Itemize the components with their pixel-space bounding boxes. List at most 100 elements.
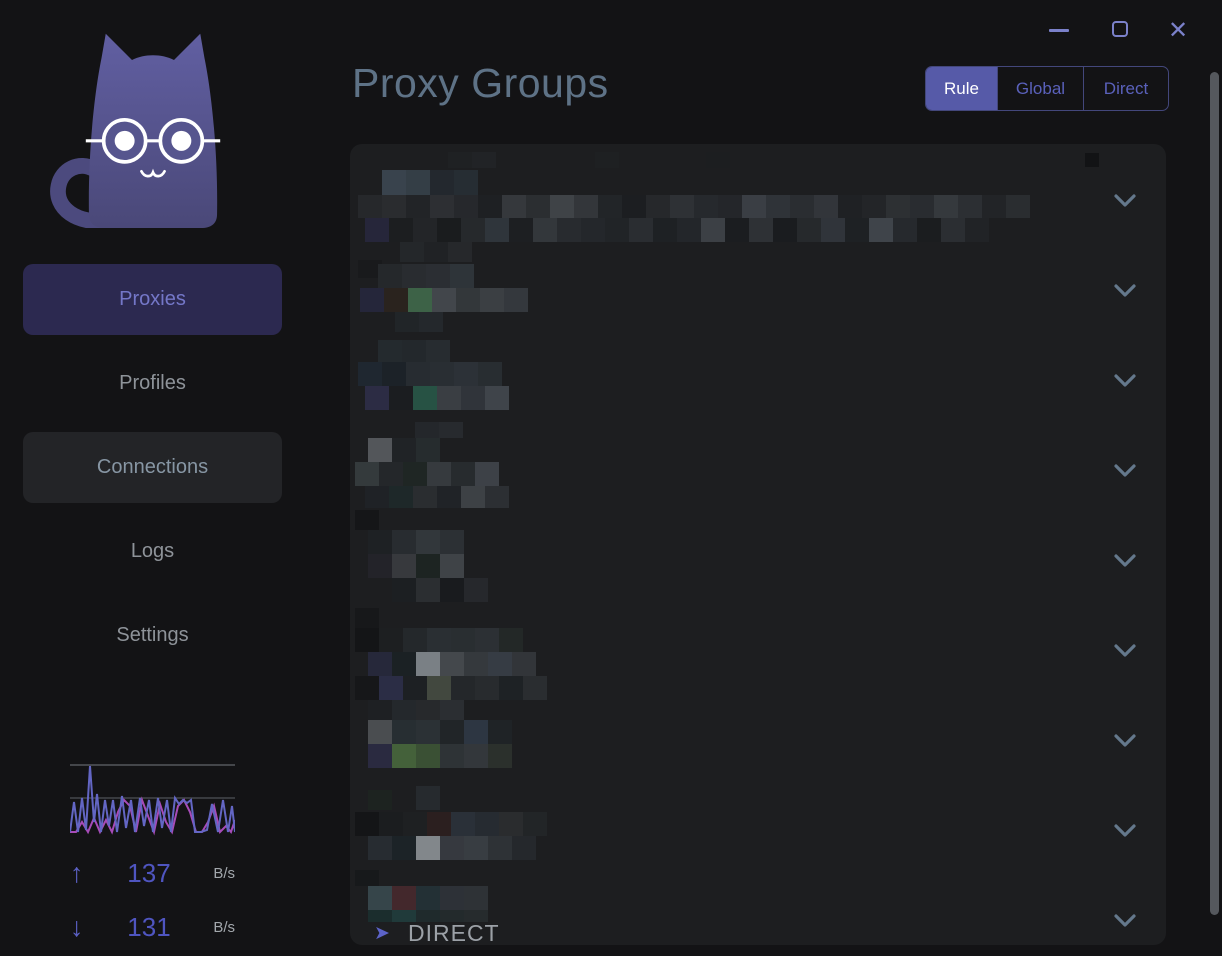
mode-tab-global[interactable]: Global <box>997 67 1083 110</box>
group-expand-chevron[interactable] <box>1112 192 1138 210</box>
censored-block <box>557 218 581 242</box>
censored-block <box>1085 153 1099 167</box>
sidebar-item-settings[interactable]: Settings <box>23 600 282 671</box>
censored-block <box>598 195 622 218</box>
censored-block <box>379 462 403 486</box>
censored-block <box>413 218 437 242</box>
censored-block <box>605 218 629 242</box>
censored-block <box>440 720 464 744</box>
mode-tab-rule[interactable]: Rule <box>926 67 997 110</box>
censored-block <box>416 720 440 744</box>
censored-block <box>461 486 485 508</box>
censored-block <box>454 170 478 195</box>
group-expand-chevron[interactable] <box>1112 822 1138 840</box>
censored-block <box>862 195 886 218</box>
group-expand-chevron[interactable] <box>1112 372 1138 390</box>
sidebar-item-connections[interactable]: Connections <box>23 432 282 503</box>
close-icon: ✕ <box>1168 17 1189 44</box>
censored-block <box>416 886 440 910</box>
download-stat: ↓ 131 B/s <box>70 910 235 944</box>
censored-block <box>392 700 416 720</box>
direct-proxy-row[interactable]: ➤ DIRECT <box>374 918 500 946</box>
censored-block <box>355 462 379 486</box>
group-expand-chevron[interactable] <box>1112 552 1138 570</box>
sidebar-item-profiles[interactable]: Profiles <box>23 348 282 419</box>
censored-block <box>694 195 718 218</box>
censored-block <box>440 554 464 578</box>
censored-block <box>464 744 488 768</box>
censored-block <box>502 195 526 218</box>
censored-block <box>430 362 454 386</box>
direct-proxy-label: DIRECT <box>408 919 500 946</box>
censored-block <box>368 720 392 744</box>
upload-unit: B/s <box>213 864 235 882</box>
censored-block <box>893 218 917 242</box>
group-expand-chevron[interactable] <box>1112 462 1138 480</box>
censored-block <box>766 195 790 218</box>
chevron-down-icon <box>1114 734 1136 747</box>
sidebar-item-proxies[interactable]: Proxies <box>23 264 282 335</box>
censored-block <box>392 438 416 462</box>
censored-block <box>365 218 389 242</box>
censored-block <box>814 195 838 218</box>
censored-block <box>797 218 821 242</box>
censored-block <box>464 578 488 602</box>
censored-block <box>464 652 488 676</box>
chevron-down-icon <box>1114 284 1136 297</box>
censored-block <box>509 218 533 242</box>
censored-block <box>526 195 550 218</box>
censored-block <box>461 386 485 410</box>
mode-tab-direct[interactable]: Direct <box>1083 67 1168 110</box>
censored-block <box>982 195 1006 218</box>
sidebar-item-logs[interactable]: Logs <box>23 516 282 587</box>
censored-block <box>773 218 797 242</box>
censored-block <box>1006 195 1030 218</box>
vertical-scrollbar-thumb[interactable] <box>1210 72 1219 915</box>
censored-block <box>488 720 512 744</box>
censored-block <box>355 676 379 700</box>
censored-block <box>368 886 392 910</box>
censored-block <box>701 218 725 242</box>
censored-block <box>821 218 845 242</box>
clash-cat-logo <box>50 33 221 228</box>
censored-block <box>403 628 427 652</box>
download-unit: B/s <box>213 918 235 936</box>
censored-block <box>392 910 416 922</box>
censored-block <box>742 195 766 218</box>
censored-block <box>389 218 413 242</box>
minimize-button[interactable] <box>1042 14 1076 46</box>
censored-block <box>550 195 574 218</box>
censored-block <box>475 462 499 486</box>
censored-block <box>475 676 499 700</box>
cat-left-eye <box>114 130 135 151</box>
censored-block <box>475 812 499 836</box>
censored-block <box>488 652 512 676</box>
censored-block <box>523 676 547 700</box>
censored-block <box>392 652 416 676</box>
censored-block <box>368 790 392 810</box>
censored-block <box>965 218 989 242</box>
censored-block <box>677 218 701 242</box>
group-expand-chevron[interactable] <box>1112 912 1138 930</box>
censored-block <box>440 530 464 554</box>
censored-block <box>402 264 426 288</box>
censored-block <box>941 218 965 242</box>
group-expand-chevron[interactable] <box>1112 732 1138 750</box>
censored-block <box>512 652 536 676</box>
direct-selected-arrow-icon: ➤ <box>374 922 390 944</box>
censored-block <box>416 554 440 578</box>
censored-block <box>485 218 509 242</box>
censored-block <box>934 195 958 218</box>
censored-block <box>725 218 749 242</box>
censored-block <box>355 870 379 886</box>
censored-block <box>427 628 451 652</box>
maximize-button[interactable] <box>1103 14 1137 46</box>
group-expand-chevron[interactable] <box>1112 282 1138 300</box>
close-button[interactable]: ✕ <box>1164 14 1198 46</box>
group-expand-chevron[interactable] <box>1112 642 1138 660</box>
censored-block <box>379 676 403 700</box>
censored-block <box>533 218 557 242</box>
minimize-icon <box>1049 29 1069 32</box>
censored-block <box>392 836 416 860</box>
censored-block <box>749 218 773 242</box>
